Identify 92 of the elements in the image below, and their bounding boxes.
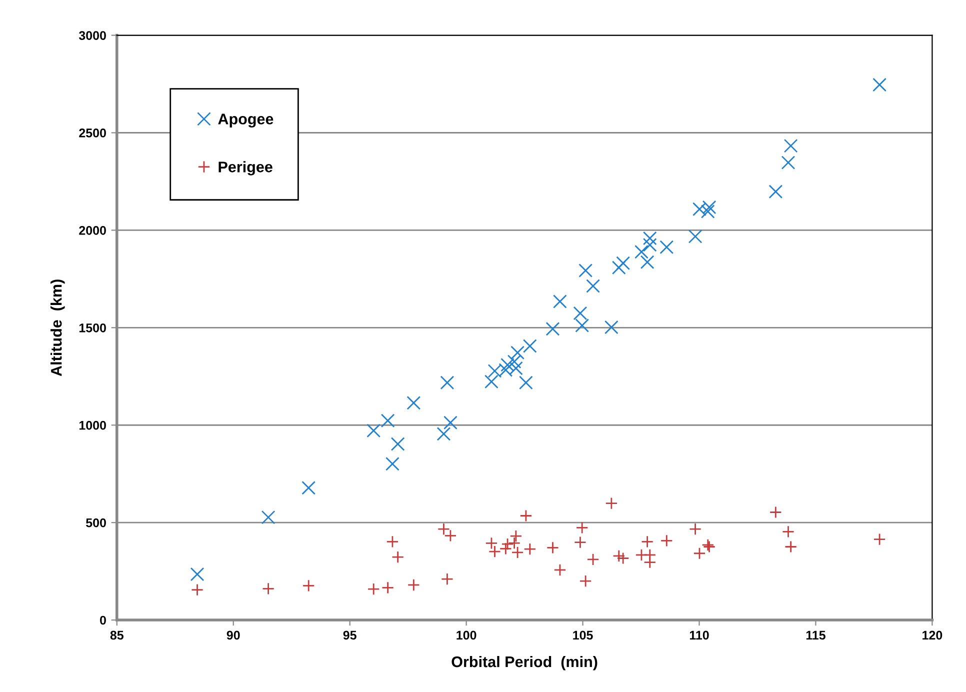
point: [644, 556, 656, 569]
point: [784, 540, 798, 553]
point: [634, 244, 648, 259]
y-tick-label: 3000: [78, 31, 106, 40]
point: [191, 584, 204, 596]
point: [574, 536, 586, 549]
point: [693, 547, 706, 560]
point: [262, 582, 275, 595]
point: [872, 78, 886, 92]
point: [605, 497, 618, 510]
point: [507, 354, 522, 369]
point: [546, 322, 560, 336]
point: [579, 574, 592, 588]
x-tick-label: 90: [226, 630, 240, 640]
point: [784, 138, 798, 153]
point: [520, 510, 532, 522]
point: [261, 510, 276, 524]
point: [522, 339, 537, 353]
point: [484, 374, 498, 389]
legend-label: Apogee: [218, 114, 274, 128]
point: [382, 581, 394, 594]
legend-label: Perigee: [218, 161, 272, 176]
point: [553, 294, 567, 308]
point: [700, 204, 715, 218]
point: [485, 536, 498, 550]
point: [511, 546, 524, 559]
x-tick-label: 120: [922, 630, 942, 640]
point: [554, 564, 566, 576]
x-tick-label: 110: [690, 630, 709, 640]
point: [392, 550, 404, 564]
point: [576, 521, 588, 534]
x-tick-label: 95: [343, 630, 356, 640]
point: [510, 530, 522, 542]
point: [366, 424, 381, 438]
point: [660, 240, 674, 254]
point: [524, 542, 536, 556]
point: [612, 550, 626, 562]
y-tick-label: 2500: [79, 128, 106, 138]
point: [190, 567, 204, 582]
point: [641, 535, 654, 548]
point: [444, 529, 457, 542]
x-tick-label: 105: [573, 630, 593, 640]
point: [367, 582, 380, 596]
point: [642, 238, 657, 252]
point: [578, 264, 593, 278]
point: [518, 376, 533, 390]
point: [768, 184, 783, 199]
point: [616, 256, 630, 270]
point: [390, 437, 405, 451]
y-tick-label: 500: [86, 518, 106, 528]
point: [782, 525, 794, 538]
point: [510, 346, 524, 360]
point: [612, 260, 626, 275]
point: [436, 426, 451, 441]
point: [575, 318, 590, 332]
x-tick-label: 115: [806, 630, 826, 640]
point: [660, 534, 673, 547]
y-tick-label: 1000: [79, 420, 106, 430]
point: [586, 279, 600, 293]
point: [488, 545, 501, 558]
point: [380, 414, 395, 428]
point: [302, 480, 316, 495]
point: [586, 553, 600, 566]
x-tick-label: 100: [456, 630, 476, 640]
point: [604, 320, 618, 334]
point: [406, 396, 421, 410]
point: [440, 572, 454, 586]
point: [386, 535, 399, 548]
point: [873, 533, 886, 546]
point: [444, 416, 458, 430]
point: [501, 538, 514, 550]
x-tick-label: 85: [110, 630, 124, 640]
point: [616, 552, 630, 564]
point: [781, 156, 796, 170]
point: [302, 579, 315, 592]
point: [407, 578, 420, 592]
x-axis-title: Orbital Period (min): [452, 656, 598, 670]
point: [440, 376, 454, 390]
point: [640, 255, 654, 270]
point: [769, 506, 782, 518]
point: [500, 358, 514, 372]
point: [642, 231, 657, 246]
y-tick-label: 0: [100, 616, 106, 625]
y-tick-label: 1500: [79, 323, 106, 332]
point: [688, 230, 702, 244]
y-tick-label: 2000: [79, 226, 106, 235]
point: [386, 456, 400, 471]
point: [573, 306, 588, 320]
point: [437, 522, 450, 536]
point: [546, 541, 559, 554]
y-axis-title: Altitude (km): [50, 280, 65, 376]
point: [689, 522, 702, 536]
